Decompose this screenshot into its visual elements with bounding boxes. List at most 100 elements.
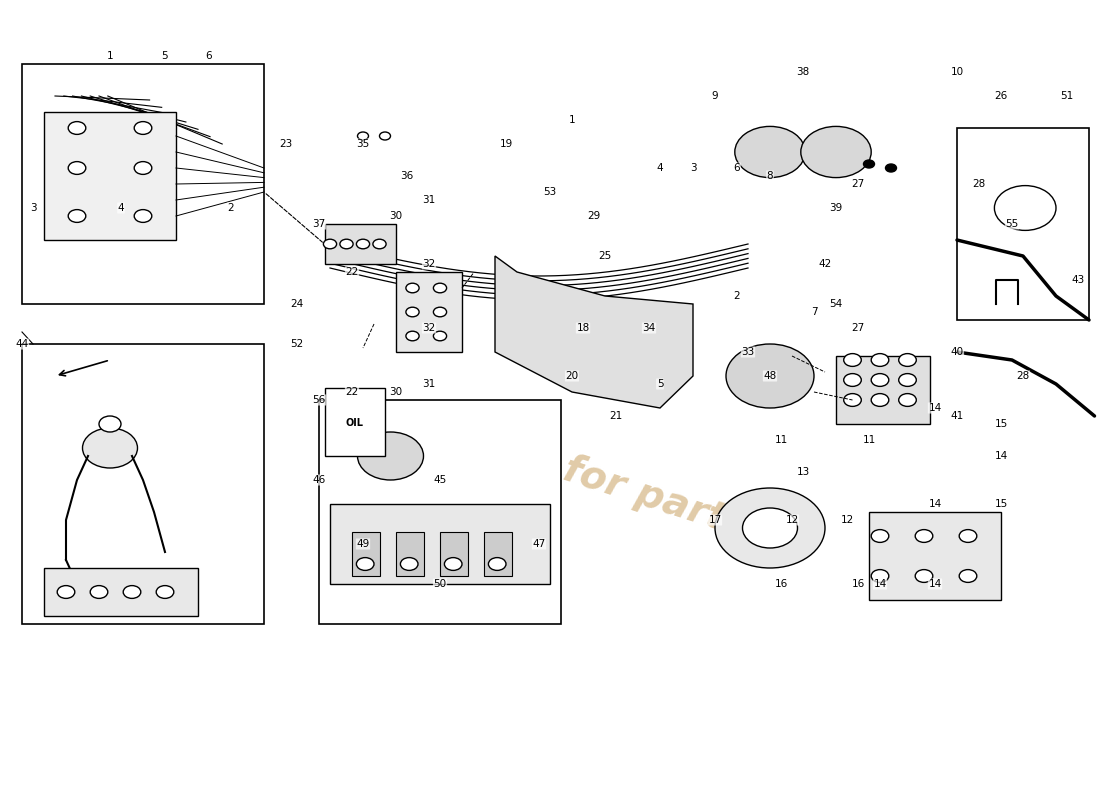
Text: 51: 51 — [1060, 91, 1074, 101]
Text: 14: 14 — [928, 403, 942, 413]
Bar — [957, 128, 1089, 320]
Text: 14: 14 — [928, 579, 942, 589]
Text: 14: 14 — [994, 451, 1008, 461]
Text: 32: 32 — [422, 259, 436, 269]
Circle shape — [844, 354, 861, 366]
Text: 54: 54 — [829, 299, 843, 309]
FancyBboxPatch shape — [324, 388, 385, 456]
Text: 28: 28 — [1016, 371, 1030, 381]
Circle shape — [90, 586, 108, 598]
Circle shape — [915, 530, 933, 542]
Circle shape — [57, 586, 75, 598]
Circle shape — [959, 530, 977, 542]
Text: 26: 26 — [994, 91, 1008, 101]
Text: 43: 43 — [1071, 275, 1085, 285]
Text: 39: 39 — [829, 203, 843, 213]
Circle shape — [406, 331, 419, 341]
Text: 20: 20 — [565, 371, 579, 381]
Circle shape — [356, 239, 370, 249]
Text: 55: 55 — [1005, 219, 1019, 229]
Text: 21: 21 — [609, 411, 623, 421]
Text: 28: 28 — [972, 179, 986, 189]
Text: 41: 41 — [950, 411, 964, 421]
Circle shape — [433, 331, 447, 341]
Text: 9: 9 — [712, 91, 718, 101]
Circle shape — [886, 164, 896, 172]
Text: 45: 45 — [433, 475, 447, 485]
Circle shape — [406, 283, 419, 293]
Circle shape — [726, 344, 814, 408]
FancyBboxPatch shape — [836, 356, 930, 424]
Text: 49: 49 — [356, 539, 370, 549]
Text: 5: 5 — [162, 51, 168, 61]
Text: a passion for parts: a passion for parts — [348, 382, 752, 546]
Circle shape — [373, 239, 386, 249]
Text: 8: 8 — [767, 171, 773, 181]
Text: 42: 42 — [818, 259, 832, 269]
Text: 30: 30 — [389, 211, 403, 221]
FancyBboxPatch shape — [396, 272, 462, 352]
Circle shape — [899, 394, 916, 406]
Text: 27: 27 — [851, 323, 865, 333]
Circle shape — [433, 307, 447, 317]
Text: 16: 16 — [851, 579, 865, 589]
Circle shape — [871, 374, 889, 386]
Text: 27: 27 — [851, 179, 865, 189]
Text: 38: 38 — [796, 67, 810, 77]
Circle shape — [871, 530, 889, 542]
Text: 2: 2 — [228, 203, 234, 213]
FancyBboxPatch shape — [396, 532, 424, 576]
Text: 23: 23 — [279, 139, 293, 149]
FancyBboxPatch shape — [352, 532, 379, 576]
Text: 52: 52 — [290, 339, 304, 349]
Bar — [22, 64, 264, 304]
Circle shape — [959, 570, 977, 582]
Text: 13: 13 — [796, 467, 810, 477]
Text: 48: 48 — [763, 371, 777, 381]
Text: 15: 15 — [994, 499, 1008, 509]
Circle shape — [323, 239, 337, 249]
Text: OIL: OIL — [345, 418, 363, 428]
Text: 30: 30 — [389, 387, 403, 397]
Circle shape — [400, 558, 418, 570]
FancyBboxPatch shape — [324, 224, 396, 264]
Circle shape — [433, 283, 447, 293]
Text: 4: 4 — [118, 203, 124, 213]
Circle shape — [871, 570, 889, 582]
Text: 5: 5 — [657, 379, 663, 389]
Text: 22: 22 — [345, 387, 359, 397]
Circle shape — [488, 558, 506, 570]
Text: 46: 46 — [312, 475, 326, 485]
Circle shape — [358, 132, 368, 140]
Circle shape — [68, 122, 86, 134]
Bar — [319, 400, 561, 624]
Circle shape — [406, 307, 419, 317]
Text: 33: 33 — [741, 347, 755, 357]
Text: 3: 3 — [690, 163, 696, 173]
FancyBboxPatch shape — [44, 112, 176, 240]
Circle shape — [123, 586, 141, 598]
Circle shape — [871, 394, 889, 406]
Text: 4: 4 — [657, 163, 663, 173]
FancyBboxPatch shape — [330, 504, 550, 584]
Text: 35: 35 — [356, 139, 370, 149]
Circle shape — [379, 132, 390, 140]
Text: 29: 29 — [587, 211, 601, 221]
Circle shape — [844, 394, 861, 406]
Text: 47: 47 — [532, 539, 546, 549]
Text: 44: 44 — [15, 339, 29, 349]
Text: 56: 56 — [312, 395, 326, 405]
Text: 14: 14 — [873, 579, 887, 589]
Circle shape — [715, 488, 825, 568]
Text: 15: 15 — [994, 419, 1008, 429]
Text: 40: 40 — [950, 347, 964, 357]
Circle shape — [134, 210, 152, 222]
Circle shape — [134, 122, 152, 134]
Text: 31: 31 — [422, 195, 436, 205]
Circle shape — [864, 160, 874, 168]
Text: 6: 6 — [734, 163, 740, 173]
Circle shape — [356, 558, 374, 570]
Text: 1: 1 — [569, 115, 575, 125]
Polygon shape — [495, 256, 693, 408]
Text: 7: 7 — [811, 307, 817, 317]
